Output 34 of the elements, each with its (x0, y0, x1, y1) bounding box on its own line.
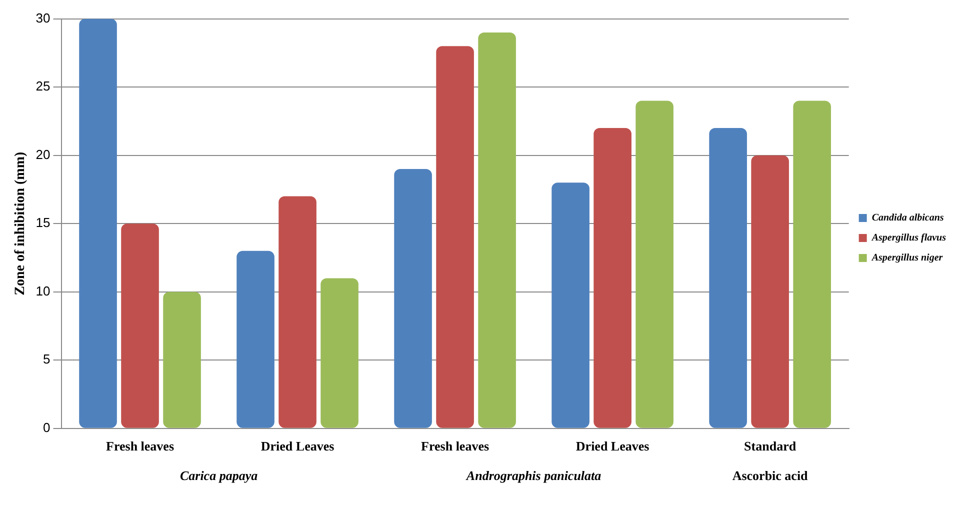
bar (793, 100, 831, 428)
y-tick-label: 5 (43, 352, 50, 367)
x-tick-label: Standard (744, 438, 797, 454)
y-tick-label: 15 (36, 215, 50, 230)
y-tick-label: 20 (36, 146, 50, 162)
y-tick-label: 30 (36, 10, 50, 26)
text: Carica papaya (180, 468, 258, 483)
text: Andrographis paniculata (465, 468, 602, 483)
bar (594, 128, 632, 428)
bar (751, 155, 789, 428)
bar (121, 224, 159, 428)
bar (236, 250, 274, 428)
bar (436, 46, 474, 428)
bar (320, 278, 358, 428)
x-tick-label: Fresh leaves (106, 438, 174, 454)
x-tick-label: Fresh leaves (421, 438, 490, 454)
legend-label: Candida albicans (872, 212, 944, 224)
bar (636, 100, 674, 428)
bar (278, 196, 316, 428)
bar (478, 32, 516, 428)
x-tick-label: Dried Leaves (260, 438, 334, 454)
y-tick-label: 25 (36, 78, 50, 94)
bar (709, 128, 747, 428)
x-tick-label: Dried Leaves (576, 438, 650, 454)
legend-label: Aspergillus flavus (870, 232, 946, 244)
bar (394, 168, 432, 428)
legend-label: Aspergillus niger (870, 252, 943, 264)
bar (552, 182, 590, 428)
y-tick-label: 0 (43, 420, 50, 435)
y-tick-label: 10 (36, 283, 50, 298)
bar (79, 18, 117, 428)
y-axis-title: Zone of inhibition (mm) (13, 152, 28, 296)
bar (163, 292, 201, 428)
text: Ascorbic acid (732, 468, 809, 483)
